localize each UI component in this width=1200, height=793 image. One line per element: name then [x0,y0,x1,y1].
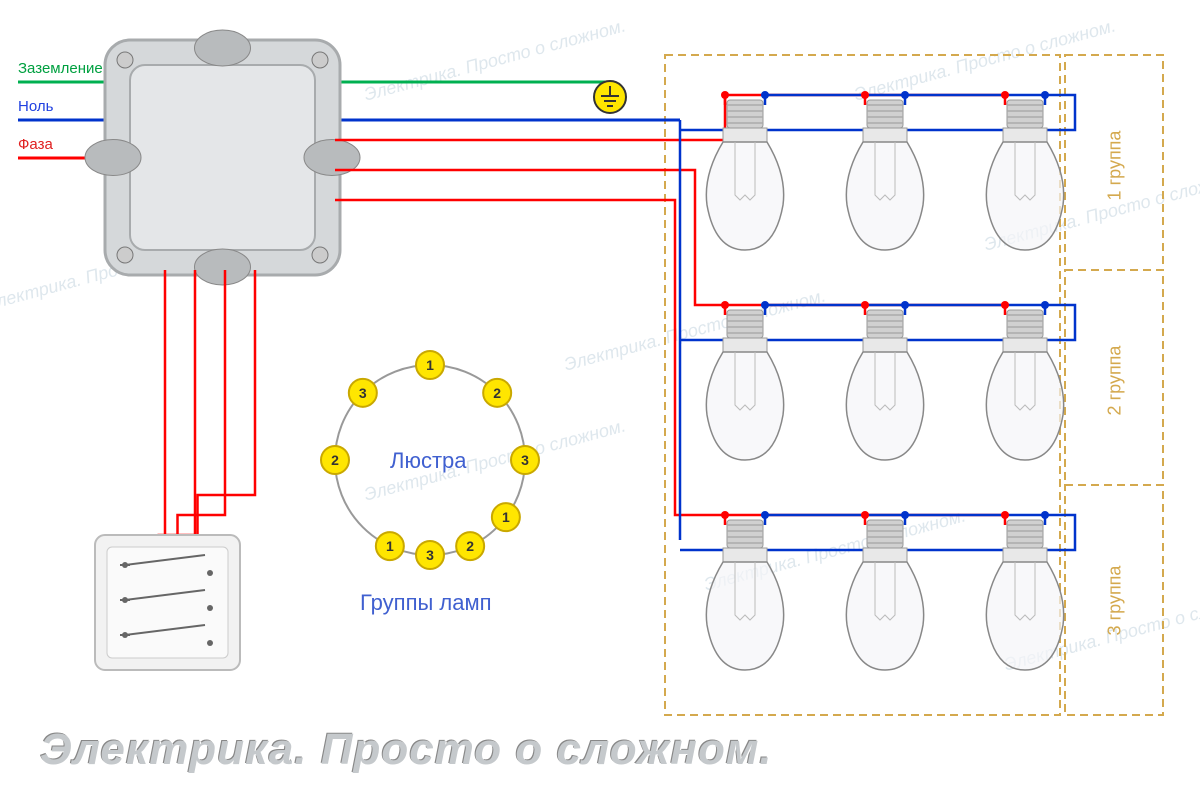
group1-label: 1 группа [1104,131,1125,201]
chandelier-label: Люстра [390,448,466,474]
wiring-diagram: 1 2 3 1 2 3 1 2 3 [0,0,1200,793]
svg-text:2: 2 [466,538,474,554]
svg-text:2: 2 [331,452,339,468]
group3-label: 3 группа [1104,566,1125,636]
svg-text:2: 2 [493,385,501,401]
ground-label: Заземление [18,60,103,77]
svg-text:1: 1 [386,538,394,554]
lamp-groups-label: Группы ламп [360,590,492,616]
group2-label: 2 группа [1104,346,1125,416]
svg-text:3: 3 [359,385,367,401]
svg-text:1: 1 [502,509,510,525]
phase-label: Фаза [18,136,53,153]
svg-text:3: 3 [426,547,434,563]
bottom-title: Электрика. Просто о сложном. [40,725,773,775]
svg-text:3: 3 [521,452,529,468]
neutral-label: Ноль [18,98,53,115]
svg-text:1: 1 [426,357,434,373]
